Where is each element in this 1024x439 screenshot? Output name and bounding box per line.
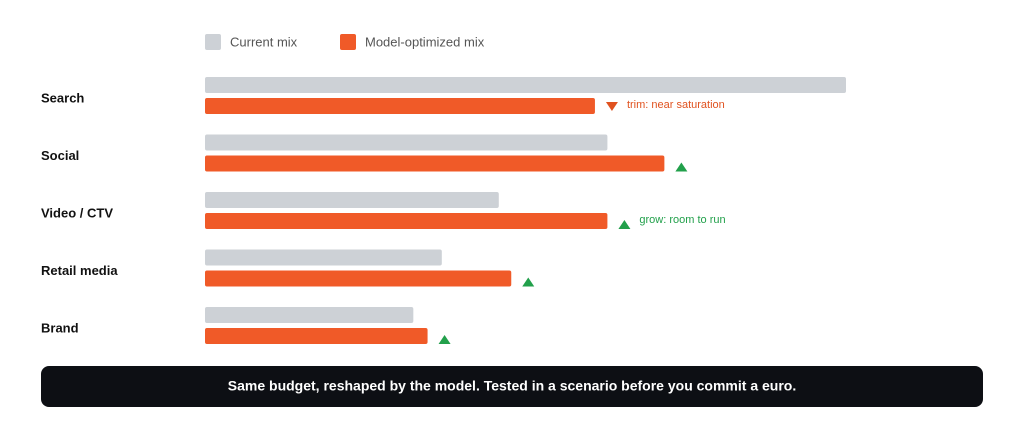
increase-marker	[618, 220, 631, 229]
bar	[205, 249, 442, 266]
bar	[205, 134, 608, 151]
legend-label: Model-optimized mix	[365, 34, 485, 49]
bar	[205, 77, 846, 93]
increase-marker	[522, 277, 535, 287]
bar	[205, 98, 595, 114]
bar	[205, 192, 499, 208]
bar	[205, 213, 608, 229]
annotation: trim: near saturation	[627, 99, 725, 111]
legend-label: Current mix	[230, 34, 298, 49]
category-label: Brand	[41, 320, 79, 335]
legend-swatch	[205, 34, 221, 50]
annotation: grow: room to run	[639, 214, 725, 226]
category-label: Social	[41, 148, 79, 163]
category-label: Search	[41, 90, 84, 105]
increase-marker	[438, 335, 451, 344]
increase-marker	[675, 162, 688, 172]
decrease-marker	[605, 102, 618, 111]
bar	[205, 155, 665, 172]
category-label: Retail media	[41, 263, 118, 278]
caption: Same budget, reshaped by the model. Test…	[228, 378, 796, 394]
bar	[205, 307, 414, 323]
bar	[205, 270, 512, 287]
legend-swatch	[340, 34, 356, 50]
category-label: Video / CTV	[41, 205, 113, 220]
caption-banner	[41, 366, 983, 407]
bar	[205, 328, 428, 344]
